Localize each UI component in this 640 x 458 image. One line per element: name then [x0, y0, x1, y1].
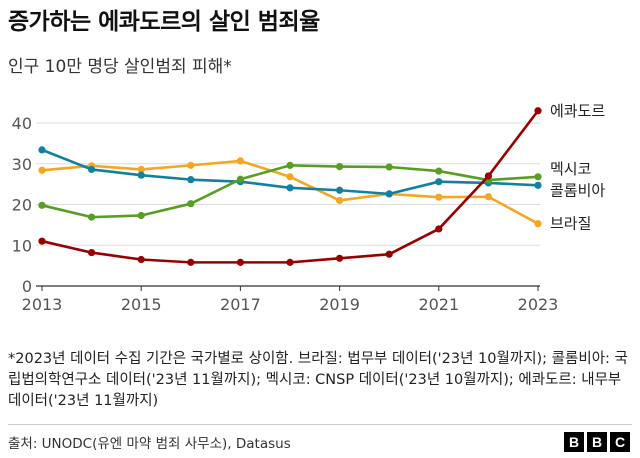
data-point [385, 250, 393, 258]
x-tick-label: 2021 [418, 295, 459, 314]
series-lines [38, 107, 542, 266]
x-axis-ticks: 2013 2015 2017 2019 2021 2023 [22, 286, 559, 314]
data-point [88, 248, 96, 257]
data-point [484, 193, 492, 201]
data-point [38, 146, 46, 154]
y-axis-ticks: 0 10 20 30 40 [12, 114, 32, 296]
data-point [38, 166, 46, 174]
data-point [236, 157, 244, 165]
x-tick-label: 2023 [518, 295, 559, 314]
data-point [88, 165, 96, 174]
data-point [534, 220, 542, 228]
y-tick-label: 40 [12, 114, 32, 133]
source-text: 출처: UNODC(유엔 마약 범죄 사무소), Datasus [8, 436, 291, 452]
data-point [137, 165, 145, 174]
y-tick-label: 10 [12, 236, 32, 255]
data-point [534, 173, 542, 181]
data-point [435, 167, 443, 175]
bbc-logo: B B C [564, 432, 630, 452]
y-tick-label: 30 [12, 155, 32, 174]
data-point [187, 200, 195, 208]
data-point [286, 161, 294, 169]
data-point [534, 181, 542, 189]
data-point [137, 211, 145, 220]
logo-letter: B [564, 432, 584, 452]
data-point [236, 258, 244, 266]
data-point [435, 193, 443, 201]
data-point [336, 254, 344, 262]
data-point [336, 196, 344, 205]
data-point [484, 172, 492, 180]
data-point [385, 190, 393, 198]
data-point [385, 163, 393, 171]
series-label: 브라질 [550, 215, 591, 233]
data-point [336, 163, 344, 171]
data-point [236, 175, 244, 183]
data-point [286, 258, 294, 266]
footer-divider [8, 424, 632, 425]
x-tick-label: 2015 [121, 295, 162, 314]
chart-subtitle: 인구 10만 명당 살인범죄 피해* [8, 57, 232, 77]
data-point [38, 201, 46, 209]
grid-lines [36, 122, 540, 287]
footnote: *2023년 데이터 수집 기간은 국가별로 상이함. 브라질: 법무부 데이터… [8, 351, 628, 409]
x-tick-label: 2013 [22, 295, 63, 314]
data-point [187, 176, 195, 184]
series-label: 멕시코 [550, 160, 591, 178]
data-point [137, 171, 145, 179]
x-tick-label: 2019 [319, 295, 360, 314]
chart-title: 증가하는 에콰도르의 살인 범죄율 [8, 9, 320, 35]
series-line [41, 159, 539, 225]
logo-letter: C [610, 432, 630, 452]
data-point [534, 107, 542, 115]
series-label: 에콰도르 [550, 102, 605, 120]
data-point [187, 258, 195, 266]
data-point [336, 186, 344, 194]
data-point [137, 255, 145, 264]
y-tick-label: 0 [22, 277, 32, 296]
y-tick-label: 20 [12, 196, 32, 215]
data-point [187, 161, 195, 169]
data-point [435, 178, 443, 186]
line-chart: 0 10 20 30 40 2013 2015 2017 2019 2021 2023 에콰도르멕… [12, 102, 606, 314]
data-point [286, 173, 294, 181]
data-point [286, 184, 294, 192]
data-point [88, 213, 96, 221]
data-point [38, 237, 46, 245]
series-label: 콜롬비아 [550, 181, 605, 199]
x-tick-label: 2017 [220, 295, 261, 314]
data-point [435, 225, 443, 233]
logo-letter: B [587, 432, 607, 452]
